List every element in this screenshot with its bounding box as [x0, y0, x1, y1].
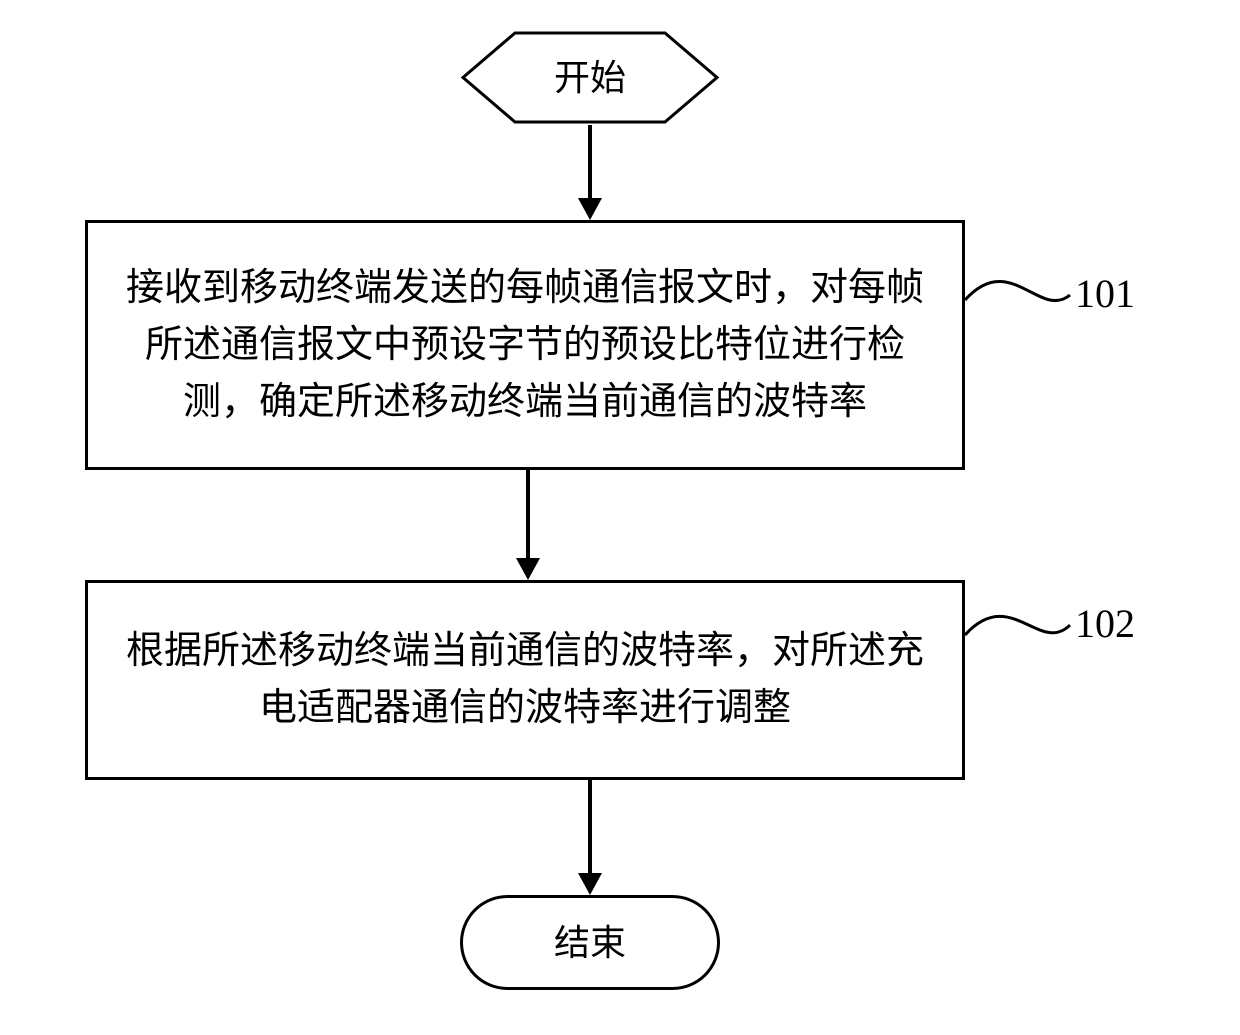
start-label: 开始: [554, 51, 626, 105]
end-label: 结束: [554, 916, 626, 970]
step1-label: 接收到移动终端发送的每帧通信报文时，对每帧所述通信报文中预设字节的预设比特位进行…: [118, 260, 932, 431]
step-number-102: 102: [1075, 600, 1135, 647]
arrowhead-3: [578, 873, 602, 895]
connector-curve-2: [0, 0, 1240, 1035]
edge-step2-end: [588, 780, 592, 873]
flowchart-canvas: 开始 接收到移动终端发送的每帧通信报文时，对每帧所述通信报文中预设字节的预设比特…: [0, 0, 1240, 1035]
end-node: 结束: [460, 895, 720, 990]
step2-label: 根据所述移动终端当前通信的波特率，对所述充电适配器通信的波特率进行调整: [118, 623, 932, 737]
